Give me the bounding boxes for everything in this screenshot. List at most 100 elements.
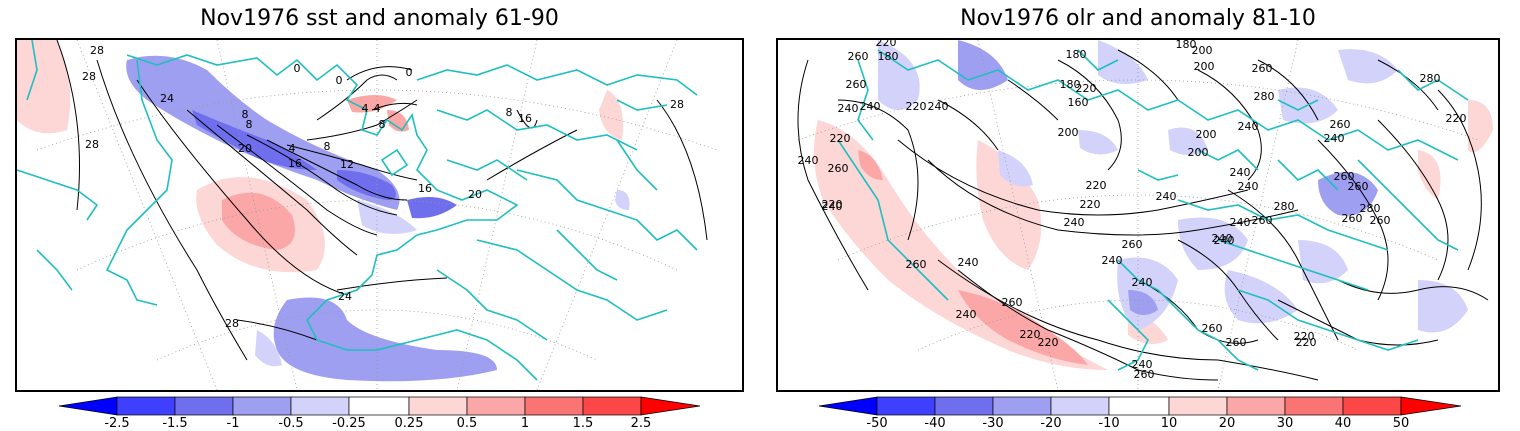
colorbar-tick-label: -40 xyxy=(924,416,946,431)
contour-label: 240 xyxy=(798,154,819,167)
contour-label: 16 xyxy=(418,182,432,195)
contour-label: 24 xyxy=(338,290,352,303)
contour-label: 280 xyxy=(1274,200,1295,213)
contour-label: 260 xyxy=(1226,336,1247,349)
colorbar-tick-label: -0.5 xyxy=(278,416,304,431)
right-map-title: Nov1976 olr and anomaly 81-10 xyxy=(960,6,1316,31)
colorbar-segment xyxy=(582,396,642,416)
contour-label: 220 xyxy=(1020,328,1041,341)
contour-label: 260 xyxy=(1342,212,1363,225)
contour-label: 0 xyxy=(336,74,343,87)
colorbar-tick-label: -1 xyxy=(226,416,240,431)
contour-label: 200 xyxy=(1058,126,1079,139)
contour-label: 28 xyxy=(82,70,96,83)
contour-label: 20 xyxy=(468,188,482,201)
contour-label: 0 xyxy=(294,62,301,75)
contour-label: 220 xyxy=(1076,82,1097,95)
contour-label: 8 xyxy=(506,106,513,119)
contour-label: 8 xyxy=(379,118,386,131)
contour-label: 260 xyxy=(1348,180,1369,193)
contour-label: 240 xyxy=(956,308,977,321)
colorbar-tick-label: -30 xyxy=(982,416,1004,431)
colorbar-tick-label: 10 xyxy=(1160,416,1178,431)
colorbar-tick-label: -20 xyxy=(1040,416,1062,431)
colorbar-segment xyxy=(524,396,584,416)
colorbar-segment xyxy=(408,396,468,416)
contour-label: 260 xyxy=(1134,368,1155,381)
colorbar-tick-label: 2.5 xyxy=(630,416,652,431)
colorbar-tick-label: 0.25 xyxy=(394,416,424,431)
colorbar-segment xyxy=(290,396,350,416)
sst-anomaly-map: 28 28 28 28 24 24 20 20 16 16 12 8 8 8 8… xyxy=(15,38,744,392)
contour-label: 240 xyxy=(1102,254,1123,267)
contour-label: 28 xyxy=(90,44,104,57)
contour-label: 220 xyxy=(1038,336,1059,349)
contour-label: 220 xyxy=(1086,179,1107,192)
contour-label: 240 xyxy=(1238,120,1259,133)
contour-label: 260 xyxy=(1002,296,1023,309)
contour-label: 12 xyxy=(340,158,354,171)
contour-label: 280 xyxy=(1360,202,1381,215)
colorbar-segment xyxy=(1108,396,1170,416)
colorbar-segment xyxy=(1050,396,1110,416)
contour-label: 260 xyxy=(1122,238,1143,251)
colorbar-segment xyxy=(116,396,176,416)
contour-label: 240 xyxy=(838,102,859,115)
contour-label: 220 xyxy=(906,100,927,113)
contour-label: 240 xyxy=(1132,276,1153,289)
colorbar-tick-label: -0.25 xyxy=(332,416,366,431)
contour-label: 260 xyxy=(1252,62,1273,75)
map-projection-edge xyxy=(17,40,742,390)
contour-label: 220 xyxy=(876,40,897,49)
contour-label: 220 xyxy=(1446,112,1467,125)
map-projection-edge xyxy=(778,100,1498,390)
contour-label: 240 xyxy=(1230,166,1251,179)
contour-label: 240 xyxy=(1238,180,1259,193)
contour-label: 220 xyxy=(1080,198,1101,211)
contour-label: 4 xyxy=(289,142,296,155)
contour-label: 220 xyxy=(830,132,851,145)
contour-label: 4 xyxy=(362,102,369,115)
olr-anomaly-colorbar xyxy=(819,396,1461,416)
contour-label: 240 xyxy=(1156,190,1177,203)
contour-label: 16 xyxy=(288,157,302,170)
colorbar-segment xyxy=(348,396,410,416)
contour-label: 180 xyxy=(1066,48,1087,61)
colorbar-tick-label: 40 xyxy=(1334,416,1352,431)
colorbar-tick-label: 0.5 xyxy=(456,416,478,431)
colorbar-segment xyxy=(232,396,292,416)
colorbar-tick-label: -1.5 xyxy=(162,416,188,431)
contour-label: 240 xyxy=(1064,216,1085,229)
anomaly-shading xyxy=(17,40,630,382)
colorbar-arrow-low xyxy=(819,396,878,416)
colorbar-segment xyxy=(466,396,526,416)
contour-label: 8 xyxy=(242,108,249,121)
contour-label: 260 xyxy=(1252,214,1273,227)
contour-label: 200 xyxy=(1192,44,1213,57)
contour-label: 280 xyxy=(1254,90,1275,103)
contour-label: 240 xyxy=(1324,132,1345,145)
colorbar-segment xyxy=(876,396,936,416)
contour-label: 240 xyxy=(1230,216,1251,229)
contour-label: 260 xyxy=(828,162,849,175)
contour-label: 220 xyxy=(1296,336,1317,349)
contour-label: 180 xyxy=(1060,78,1081,91)
colorbar-segment xyxy=(1284,396,1344,416)
contour-label: 240 xyxy=(1214,234,1235,247)
contour-label: 200 xyxy=(1194,60,1215,73)
olr-anomaly-map: 220 180 180 180 200 200 260 260 220 240 … xyxy=(776,38,1500,392)
contour-label: 240 xyxy=(822,200,843,213)
colorbar-segment xyxy=(1168,396,1228,416)
contour-label: 220 xyxy=(1294,330,1315,343)
contour-label: 20 xyxy=(238,142,252,155)
colorbar-tick-label: 1 xyxy=(520,416,530,431)
contour-label: 160 xyxy=(1068,96,1089,109)
contour-label: 28 xyxy=(670,98,684,111)
contour-label: 180 xyxy=(878,50,899,63)
contour-label: 260 xyxy=(1334,170,1355,183)
contour-label: 260 xyxy=(1202,322,1223,335)
contour-label: 220 xyxy=(822,198,843,211)
contour-label: 240 xyxy=(1132,358,1153,371)
colorbar-tick-label: -2.5 xyxy=(104,416,130,431)
contour-label: 24 xyxy=(160,92,174,105)
